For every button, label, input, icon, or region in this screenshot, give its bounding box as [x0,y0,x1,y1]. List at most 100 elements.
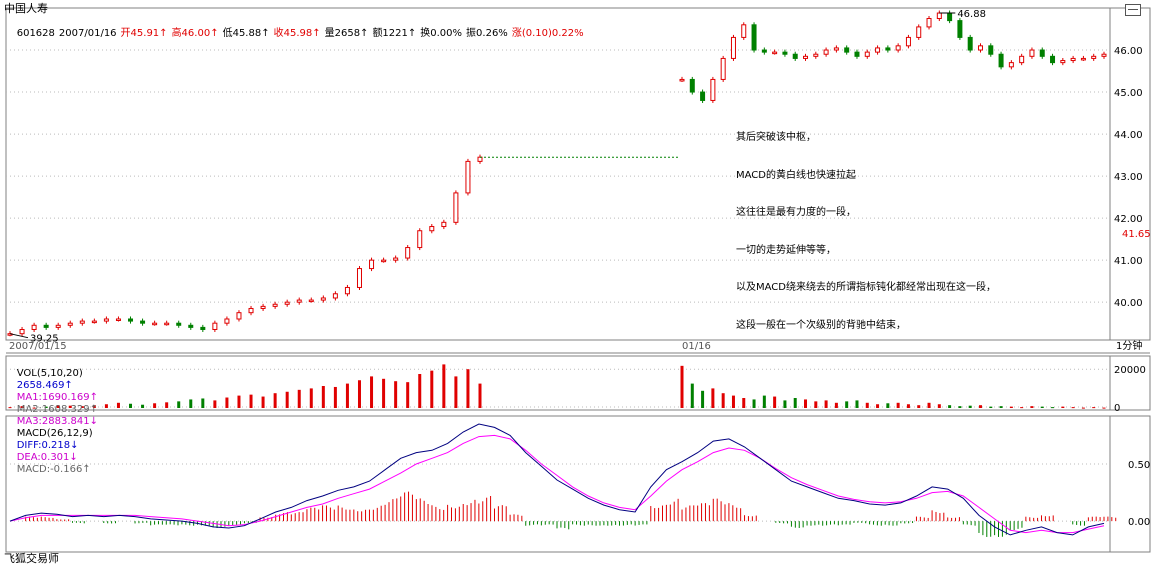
volume-bar [189,399,193,408]
candle-body [128,318,134,322]
candle-body [79,320,85,324]
volume-bar [141,404,145,408]
candle-body [308,299,314,303]
volume-bar [999,406,1003,408]
diff-line [9,423,1105,536]
candle-body [272,303,278,307]
volume-bar [958,406,962,408]
candle-body [813,53,819,57]
volume-header: VOL(5,10,20) 2658.469↑ MA1:1690.169↑ MA2… [4,356,98,440]
volume-bar [32,407,36,409]
candle-body [998,53,1004,68]
candle-body [761,49,767,53]
volume-bar [68,405,72,408]
volume-bar [690,383,694,408]
price-tick-label: 43.00 [1114,172,1143,183]
dea-line [9,434,1105,534]
candle-body [164,322,170,326]
volume-bar [129,403,133,408]
volume-bar [406,382,410,408]
volume-bar [701,390,705,408]
stock-title: 中国人寿 [4,2,48,15]
candle-body [55,324,61,328]
candle-body [429,226,435,232]
candle-body [332,293,338,299]
volume-bar [834,402,838,408]
volume-bar [773,396,777,408]
candle-body [730,36,736,59]
annotation-line: 这往往是最有力度的一段， [736,207,856,218]
candle-body [1101,53,1107,57]
candle-body [212,322,218,330]
price-layer: 46.88 39.25 [7,9,1107,345]
volume-bar [1009,406,1013,408]
volume-bar [1081,407,1085,409]
volume-bar [8,407,12,409]
volume-bar [1071,407,1075,409]
volume-bar [906,404,910,408]
volume-bar [989,406,993,408]
candle-body [417,230,423,249]
window-toggle-icon[interactable] [1125,4,1141,16]
timeframe-button[interactable]: 1分钟 [1116,341,1143,352]
price-tick-label: 42.00 [1114,214,1143,225]
volume-bar [917,405,921,408]
volume-bar [370,376,374,408]
volume-bar [793,398,797,408]
candle-body [782,51,788,55]
candle-body [977,45,983,51]
candle-body [1019,55,1025,64]
candle-body [91,320,97,324]
candle-body [1060,60,1066,64]
vol-ma3: MA3:2883.841↓ [16,416,99,427]
volume-bar [466,369,470,408]
candle-body [19,328,25,335]
volume-bar [1051,407,1055,409]
candle-body [957,20,963,38]
candle-body [115,318,121,321]
volume-bar [680,365,684,408]
candle-body [905,36,911,47]
low-marker-line [9,333,29,339]
candle-body [885,47,891,51]
candle-body [720,57,726,80]
quote-info-bar: 601628 2007/01/16 开45.91↑ 高46.00↑ 低45.88↑ 收45… [4,16,588,52]
candle-body [1070,57,1076,62]
vol-ma2: MA2:1608.329↑ [16,404,99,415]
volume-bar [1040,406,1044,408]
vol-value: 2658.469↑ [16,380,73,391]
vol-ma1: MA1:1690.169↑ [16,392,99,403]
app-brand: 飞狐交易师 [4,552,59,565]
volume-bar [937,404,941,408]
price-tick-label: 45.00 [1114,88,1143,99]
volume-bar [1092,407,1096,409]
candle-body [1039,49,1045,57]
candle-body [916,26,922,38]
candle-body [140,320,146,324]
volume-layer [8,364,1106,409]
candle-body [296,299,302,303]
volume-bar [968,405,972,408]
volume-bar [80,406,84,408]
price-tick-label: 44.00 [1114,130,1143,141]
candle-body [751,24,757,51]
date-label-day1: 2007/01/15 [9,341,67,352]
macd-dea: DEA:0.301↓ [16,452,78,463]
high-price: 高46.00↑ [171,28,219,39]
volume-bar [153,403,157,408]
price-tick-label: 41.00 [1114,256,1143,267]
volume-bar [418,374,422,408]
volume-bar [855,400,859,408]
volume-bar [711,388,715,408]
volume-bar [213,400,217,408]
volume-bar [1102,407,1106,409]
open-price: 开45.91↑ [120,28,168,39]
close-price: 收45.98↑ [273,28,321,39]
candle-body [188,324,194,328]
candle-body [803,55,809,59]
candle-body [200,326,206,330]
volume-bar [1020,407,1024,409]
volume-bar [430,370,434,408]
volume-bar [478,383,482,408]
candle-body [43,324,49,328]
